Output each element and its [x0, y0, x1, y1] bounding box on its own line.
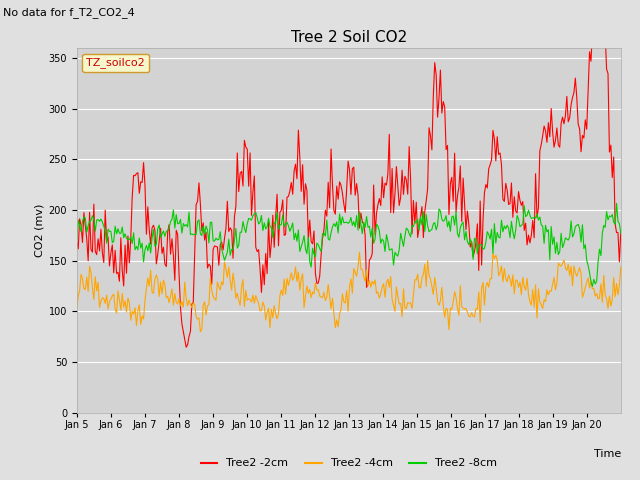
Tree2 -8cm: [589, 284, 596, 289]
Tree2 -8cm: [73, 237, 81, 243]
Legend: Tree2 -2cm, Tree2 -4cm, Tree2 -8cm: Tree2 -2cm, Tree2 -4cm, Tree2 -8cm: [196, 454, 501, 473]
Title: Tree 2 Soil CO2: Tree 2 Soil CO2: [291, 30, 407, 46]
Tree2 -8cm: [616, 221, 623, 227]
Tree2 -2cm: [108, 242, 116, 248]
Tree2 -2cm: [543, 140, 551, 145]
Tree2 -8cm: [617, 230, 625, 236]
Tree2 -8cm: [541, 222, 549, 228]
Tree2 -8cm: [108, 240, 116, 245]
Tree2 -2cm: [92, 249, 99, 254]
Text: No data for f_T2_CO2_4: No data for f_T2_CO2_4: [3, 7, 135, 18]
Tree2 -4cm: [463, 309, 471, 315]
Line: Tree2 -2cm: Tree2 -2cm: [77, 0, 621, 347]
Line: Tree2 -4cm: Tree2 -4cm: [77, 252, 621, 332]
Tree2 -4cm: [356, 250, 364, 255]
Text: Time: Time: [593, 449, 621, 459]
Line: Tree2 -8cm: Tree2 -8cm: [77, 203, 621, 287]
Tree2 -4cm: [92, 274, 99, 280]
Tree2 -4cm: [617, 264, 625, 270]
Tree2 -8cm: [461, 237, 468, 243]
Tree2 -2cm: [617, 229, 625, 235]
Tree2 -4cm: [196, 329, 204, 335]
Tree2 -8cm: [92, 228, 99, 234]
Tree2 -8cm: [612, 200, 620, 206]
Tree2 -2cm: [354, 192, 362, 198]
Tree2 -2cm: [182, 344, 190, 350]
Tree2 -4cm: [616, 283, 623, 288]
Y-axis label: CO2 (mv): CO2 (mv): [35, 204, 44, 257]
Tree2 -4cm: [108, 293, 116, 299]
Tree2 -2cm: [616, 259, 623, 265]
Tree2 -8cm: [353, 213, 360, 218]
Tree2 -2cm: [73, 239, 81, 245]
Tree2 -4cm: [545, 292, 552, 298]
Tree2 -4cm: [73, 305, 81, 311]
Tree2 -4cm: [354, 264, 362, 269]
Tree2 -2cm: [462, 227, 470, 232]
